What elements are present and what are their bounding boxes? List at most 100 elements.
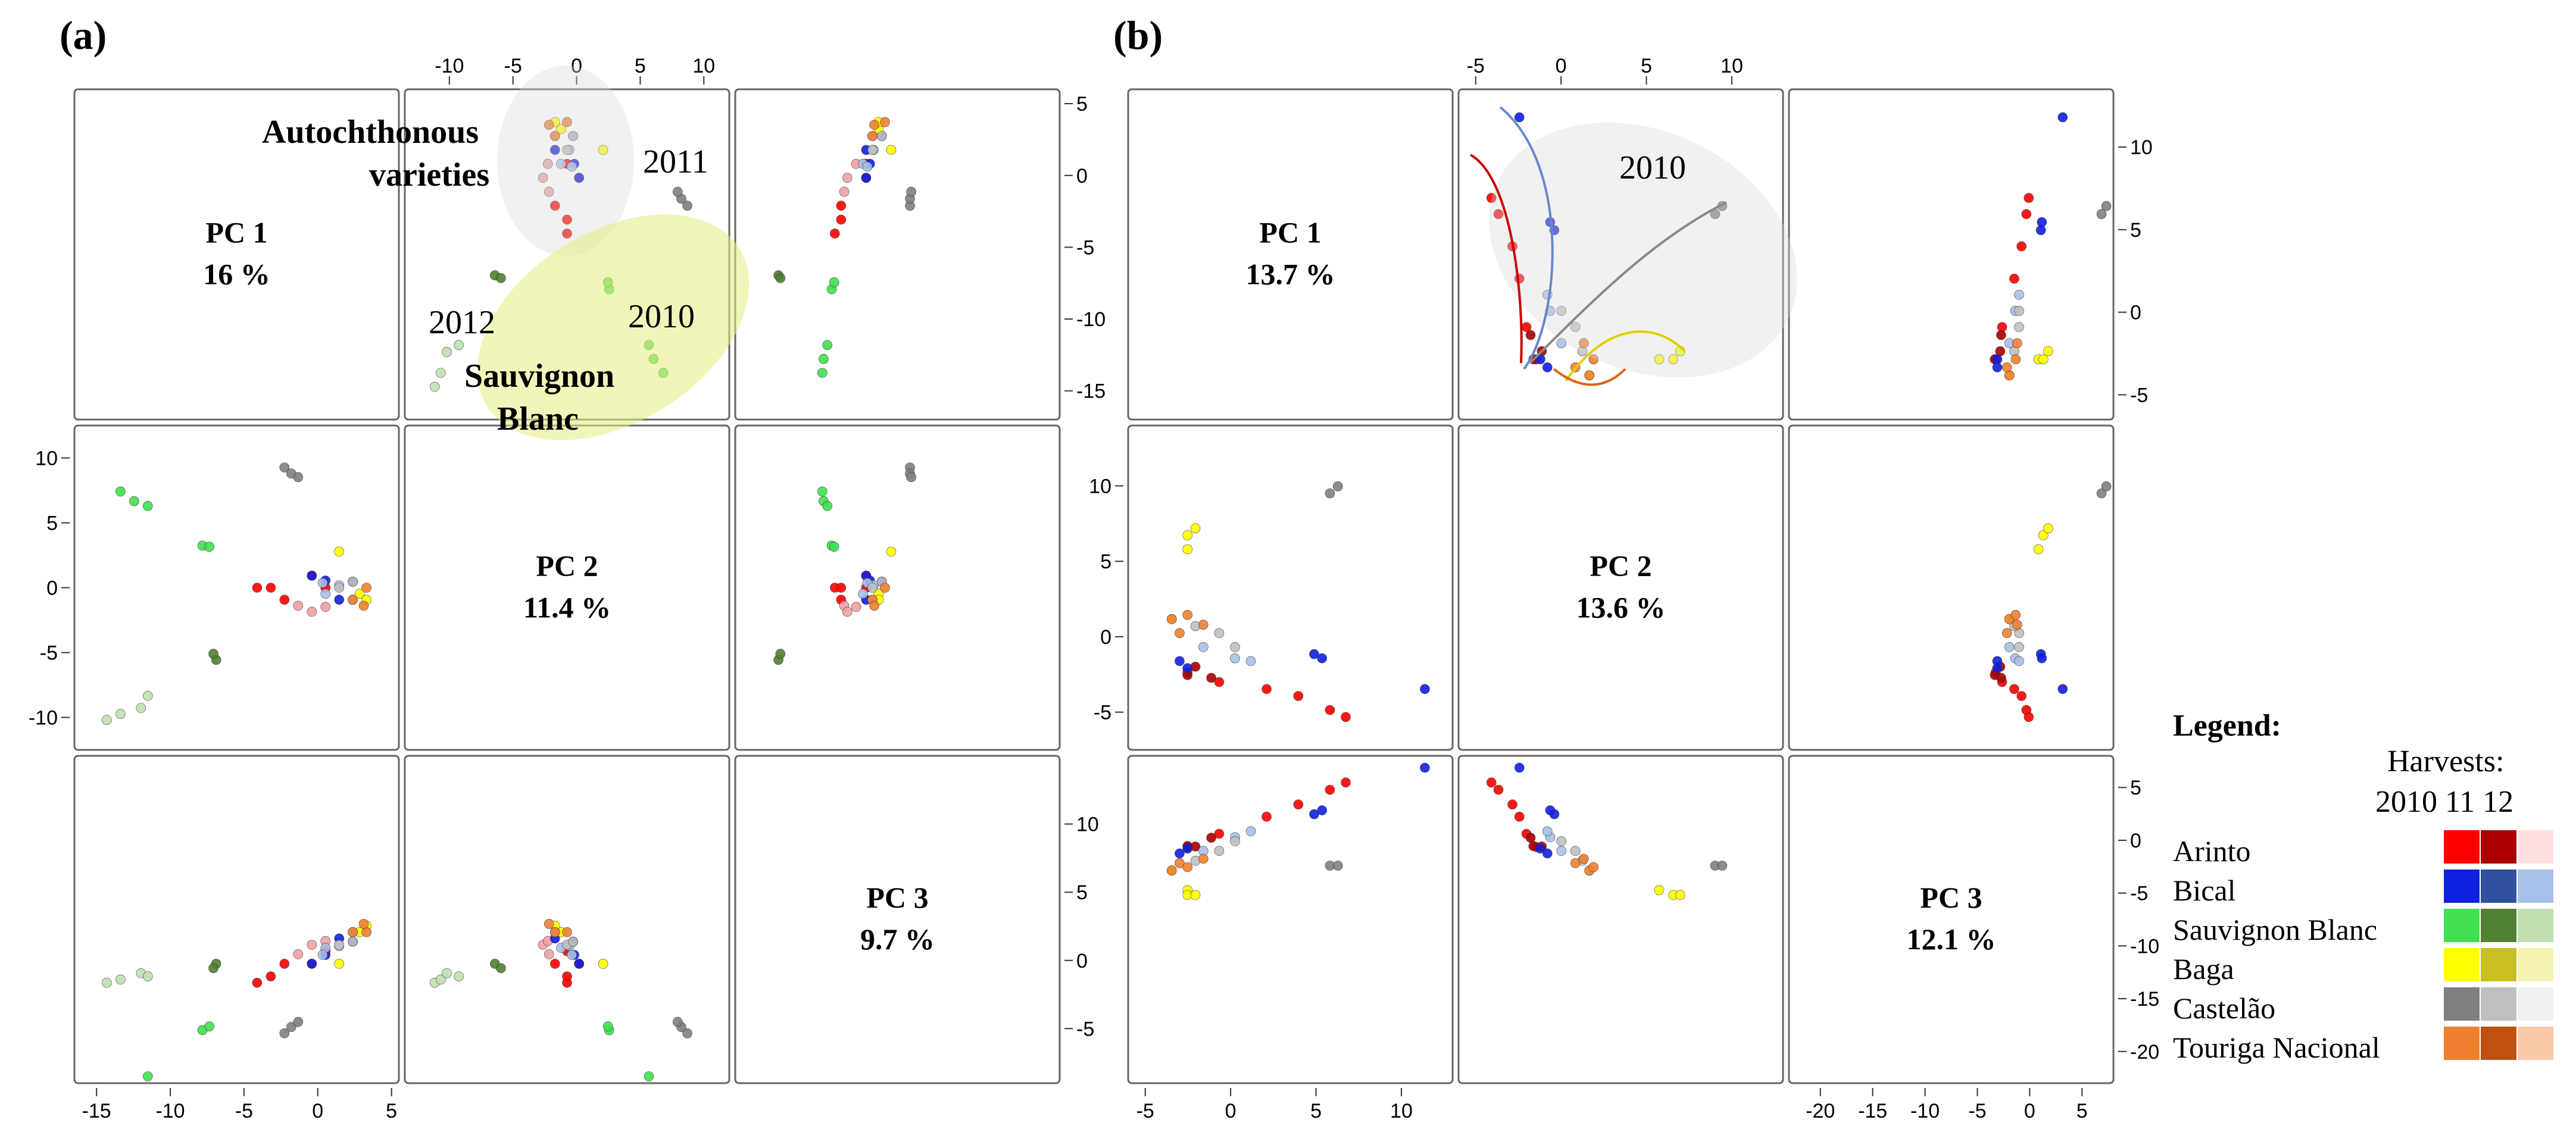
data-point bbox=[1992, 663, 2003, 673]
legend-swatch bbox=[2518, 948, 2553, 981]
panel-b-label: (b) bbox=[1113, 12, 1163, 58]
data-point bbox=[819, 354, 829, 364]
data-point bbox=[279, 595, 290, 605]
legend-variety-name: Sauvignon Blanc bbox=[2173, 913, 2378, 946]
data-point bbox=[320, 589, 331, 599]
trajectory-bical bbox=[1499, 106, 1554, 370]
data-point bbox=[115, 486, 126, 497]
data-point bbox=[1507, 799, 1518, 809]
axis-tick-label: -10 bbox=[155, 1100, 185, 1122]
data-point bbox=[1992, 354, 2003, 365]
data-point bbox=[1262, 684, 1272, 695]
data-point bbox=[2014, 322, 2024, 332]
data-point bbox=[1588, 862, 1598, 872]
data-point bbox=[869, 120, 879, 130]
axis-tick-label: 0 bbox=[2024, 1100, 2035, 1122]
data-point bbox=[538, 173, 548, 183]
axis-tick-label: 0 bbox=[571, 55, 582, 77]
data-point bbox=[549, 201, 560, 211]
trajectory-baga bbox=[1565, 330, 1686, 382]
autochthonous-ellipse bbox=[497, 65, 634, 256]
data-point bbox=[361, 583, 371, 593]
legend-swatch bbox=[2444, 987, 2480, 1021]
data-point bbox=[2009, 684, 2019, 695]
data-point bbox=[1182, 862, 1192, 872]
axis-tick-label: -5 bbox=[1968, 1100, 1986, 1122]
data-point bbox=[1317, 653, 1327, 664]
panel-frame bbox=[734, 88, 1061, 421]
trajectory-castelao bbox=[1529, 201, 1727, 364]
legend-row: Baga bbox=[2173, 948, 2576, 986]
data-point bbox=[279, 1028, 290, 1039]
axis-tick-label: 0 bbox=[2130, 830, 2141, 852]
data-point bbox=[2101, 481, 2112, 492]
data-point bbox=[1245, 826, 1256, 837]
diagonal-label: PC 3 bbox=[1920, 881, 1982, 914]
data-point bbox=[102, 715, 112, 725]
data-point bbox=[2057, 112, 2068, 123]
data-point bbox=[2009, 273, 2019, 284]
data-point bbox=[880, 117, 890, 127]
data-point bbox=[2016, 691, 2027, 701]
data-point bbox=[1214, 628, 1225, 639]
axis-tick-label: 5 bbox=[1641, 55, 1652, 77]
data-point bbox=[549, 959, 560, 969]
legend-swatch bbox=[2444, 948, 2480, 981]
data-point bbox=[574, 959, 585, 969]
data-point bbox=[562, 971, 572, 981]
data-point bbox=[2101, 201, 2112, 211]
axis-tick-label: 10 bbox=[35, 448, 58, 470]
data-point bbox=[136, 703, 146, 713]
data-point bbox=[293, 949, 304, 959]
data-point bbox=[544, 949, 554, 959]
data-point bbox=[1556, 306, 1566, 316]
data-point bbox=[1514, 762, 1525, 773]
axis-tick-label: 10 bbox=[1721, 55, 1743, 77]
data-point bbox=[2014, 289, 2024, 300]
data-point bbox=[829, 277, 839, 287]
data-point bbox=[1486, 193, 1497, 203]
data-point bbox=[1675, 890, 1685, 900]
annotation-2010: 2010 bbox=[628, 298, 695, 335]
data-point bbox=[1309, 649, 1319, 659]
data-point bbox=[1996, 673, 2006, 683]
data-point bbox=[436, 368, 446, 378]
data-point bbox=[1214, 677, 1225, 687]
axis-tick-label: 5 bbox=[2130, 219, 2141, 242]
data-point bbox=[1230, 642, 1240, 652]
data-point bbox=[830, 229, 840, 239]
axis-tick-label: 5 bbox=[1076, 881, 1088, 904]
data-point bbox=[2002, 362, 2012, 373]
axis-tick-label: -5 bbox=[1094, 702, 1111, 724]
legend-swatch bbox=[2481, 1027, 2516, 1060]
data-point bbox=[1654, 354, 1665, 365]
data-point bbox=[556, 158, 566, 169]
axis-tick-label: 10 bbox=[1390, 1100, 1413, 1122]
data-point bbox=[1293, 799, 1304, 809]
data-point bbox=[1341, 712, 1351, 722]
data-point bbox=[2043, 523, 2053, 534]
data-point bbox=[129, 496, 139, 506]
data-point bbox=[1570, 846, 1581, 856]
legend-row: Arinto bbox=[2173, 830, 2576, 868]
data-point bbox=[1542, 826, 1553, 837]
diagonal-label: PC 2 bbox=[536, 549, 598, 583]
data-point bbox=[817, 486, 828, 497]
legend-swatch bbox=[2518, 1027, 2553, 1060]
data-point bbox=[204, 542, 214, 552]
data-point bbox=[348, 595, 358, 605]
data-point bbox=[673, 1016, 683, 1027]
diagonal-label: PC 1 bbox=[1259, 216, 1321, 249]
axis-tick-label: 10 bbox=[2130, 136, 2153, 159]
data-point bbox=[496, 963, 506, 974]
data-point bbox=[293, 600, 304, 611]
data-point bbox=[1579, 338, 1589, 348]
data-point bbox=[1214, 846, 1225, 856]
panel-frame bbox=[73, 424, 400, 751]
legend-row: Castelão bbox=[2173, 987, 2576, 1025]
legend-swatch bbox=[2444, 830, 2480, 864]
panel-frame bbox=[1127, 755, 1454, 1084]
trajectory-arinto bbox=[1470, 154, 1523, 364]
data-point bbox=[1166, 865, 1177, 875]
